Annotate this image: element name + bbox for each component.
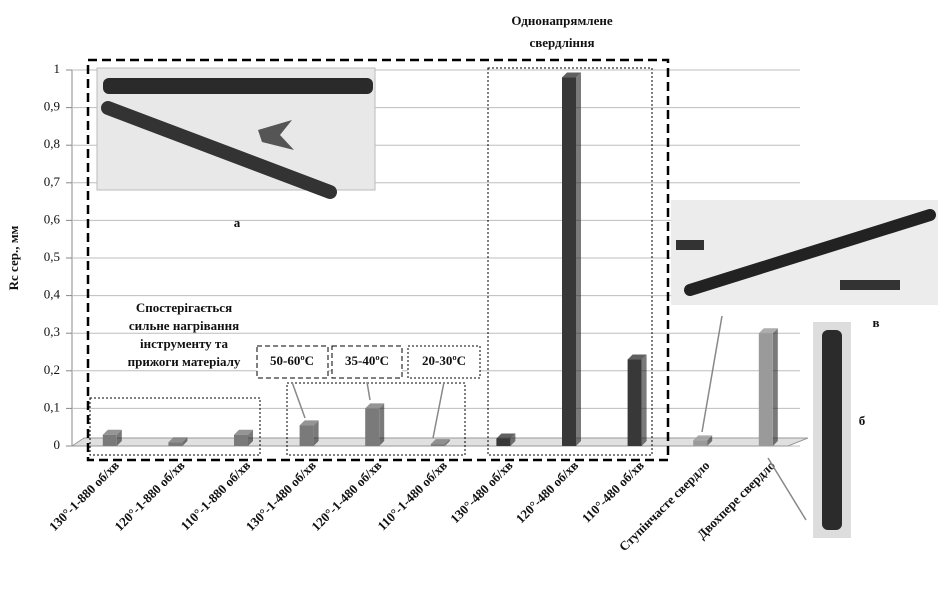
photo-a (97, 68, 375, 192)
photo-label: в (872, 315, 879, 330)
y-axis-label: Rc сер., мм (6, 225, 21, 290)
bar-side (379, 403, 384, 446)
annotation: інструменту та (140, 336, 228, 351)
bar (759, 333, 773, 446)
bar (103, 435, 117, 446)
annotation: 35-40ºC (345, 353, 389, 368)
y-tick-label: 0,6 (44, 211, 61, 226)
x-tick-label: 120°-480 об/хв (513, 458, 582, 527)
annotation: сильне нагрівання (129, 318, 239, 333)
y-tick-label: 0 (54, 437, 61, 452)
x-tick-label: 130°-1-880 об/хв (46, 458, 122, 534)
bar (300, 425, 314, 446)
y-tick-label: 0,8 (44, 136, 60, 151)
y-tick-label: 0,1 (44, 399, 60, 414)
y-tick-label: 0,4 (44, 287, 61, 302)
annotation: Спостерігається (136, 300, 232, 315)
annotation: 20-30ºC (422, 353, 466, 368)
bar-side (773, 328, 778, 446)
bar (693, 440, 707, 446)
bar-side (576, 73, 581, 446)
chart: 0 0,1 0,2 0,3 0,4 0,5 0,6 0,7 0,8 0,9 1 130°-1-880 … (0, 0, 938, 597)
annotation: 50-60ºC (270, 353, 314, 368)
bar-side (642, 355, 647, 446)
bar (431, 444, 445, 446)
x-tick-label: 130°-1-480 об/хв (243, 458, 319, 534)
bar (234, 435, 248, 446)
annotation-title: Однонапрямлене (511, 13, 612, 28)
y-tick-label: 0,9 (44, 99, 60, 114)
x-tick-label: 110°-1-480 об/хв (374, 458, 450, 534)
x-tick-label: 120°-1-480 об/хв (308, 458, 384, 534)
y-tick-label: 1 (54, 61, 61, 76)
y-tick-label: 0,7 (44, 174, 61, 189)
bar (365, 408, 379, 446)
y-tick-label: 0,3 (44, 324, 60, 339)
x-tick-label: 110°-480 об/хв (579, 458, 647, 526)
bar (562, 78, 576, 446)
y-tick-label: 0,2 (44, 362, 60, 377)
annotation: прижоги матеріалу (128, 354, 241, 369)
photo-b (813, 322, 851, 538)
x-tick-label: 120°-1-880 об/хв (111, 458, 187, 534)
photo-v (671, 200, 938, 305)
bar (168, 442, 182, 446)
photo-label: а (234, 215, 241, 230)
x-tick-label: 130°-480 об/хв (447, 458, 516, 527)
bar (496, 438, 510, 446)
x-tick-label: 110°-1-880 об/хв (178, 458, 254, 534)
annotation-title: свердління (529, 35, 594, 50)
y-tick-label: 0,5 (44, 249, 60, 264)
bar (628, 360, 642, 446)
photo-label: б (859, 413, 866, 428)
